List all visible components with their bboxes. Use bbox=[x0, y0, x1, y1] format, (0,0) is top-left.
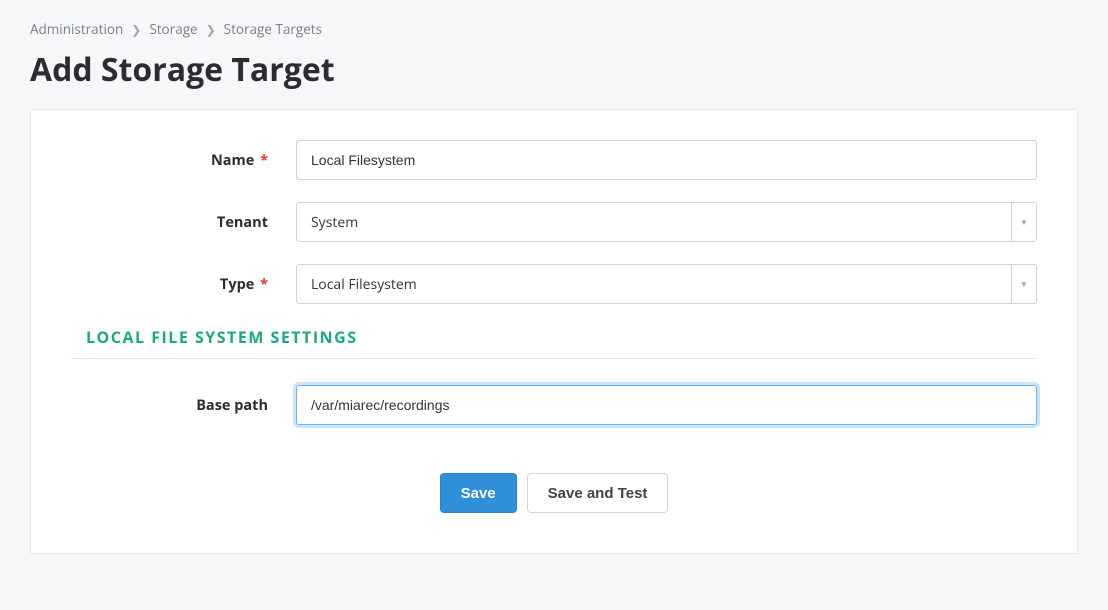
breadcrumb-storage-targets[interactable]: Storage Targets bbox=[224, 20, 322, 38]
type-label: Type * bbox=[71, 275, 296, 294]
breadcrumb: Administration ❯ Storage ❯ Storage Targe… bbox=[30, 20, 1078, 38]
chevron-down-icon[interactable]: ▼ bbox=[1011, 264, 1037, 304]
base-path-input[interactable] bbox=[296, 385, 1037, 425]
tenant-select[interactable]: System ▼ bbox=[296, 202, 1037, 242]
tenant-label: Tenant bbox=[71, 213, 296, 232]
form-card: Name * Tenant System ▼ Type * bbox=[30, 109, 1078, 554]
type-select[interactable]: Local Filesystem ▼ bbox=[296, 264, 1037, 304]
chevron-right-icon: ❯ bbox=[131, 21, 141, 38]
type-selected-value: Local Filesystem bbox=[296, 264, 1011, 304]
form-actions: Save Save and Test bbox=[71, 473, 1037, 513]
page-title: Add Storage Target bbox=[30, 48, 1078, 91]
section-divider bbox=[71, 358, 1037, 359]
chevron-right-icon: ❯ bbox=[206, 21, 216, 38]
tenant-selected-value: System bbox=[296, 202, 1011, 242]
required-mark: * bbox=[260, 275, 268, 294]
name-label: Name * bbox=[71, 151, 296, 170]
save-and-test-button[interactable]: Save and Test bbox=[527, 473, 669, 513]
save-button[interactable]: Save bbox=[440, 473, 517, 513]
required-mark: * bbox=[260, 151, 268, 170]
base-path-label: Base path bbox=[71, 396, 296, 415]
breadcrumb-administration[interactable]: Administration bbox=[30, 20, 123, 38]
breadcrumb-storage[interactable]: Storage bbox=[149, 20, 197, 38]
name-input[interactable] bbox=[296, 140, 1037, 180]
section-title: Local File System Settings bbox=[86, 326, 1037, 358]
chevron-down-icon[interactable]: ▼ bbox=[1011, 202, 1037, 242]
